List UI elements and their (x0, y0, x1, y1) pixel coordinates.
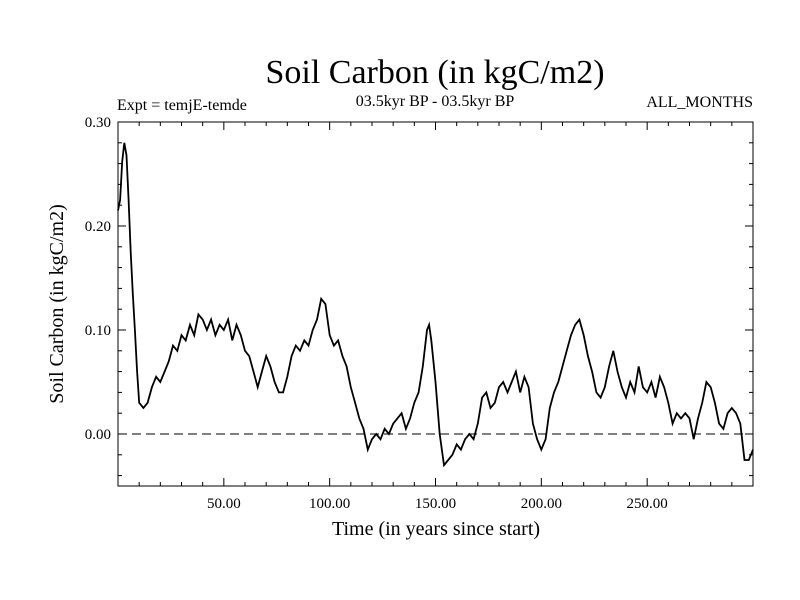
period-label: 03.5kyr BP - 03.5kyr BP (356, 93, 515, 110)
x-tick-label: 250.00 (627, 496, 668, 512)
y-tick-labels: 0.00 0.10 0.20 0.30 (85, 115, 111, 443)
y-tick-label: 0.30 (85, 115, 111, 131)
y-tick-label: 0.20 (85, 219, 111, 235)
y-tick-label: 0.10 (85, 323, 111, 339)
soil-carbon-series-line (117, 142, 754, 468)
chart-title: Soil Carbon (in kgC/m2) (265, 54, 604, 91)
x-tick-label: 50.00 (207, 496, 241, 512)
plot-frame (117, 121, 754, 487)
months-label: ALL_MONTHS (646, 94, 753, 111)
x-tick-label: 100.00 (309, 496, 350, 512)
y-tick-label: 0.00 (85, 427, 111, 443)
x-axis-label: Time (in years since start) (332, 518, 540, 540)
axis-ticks (118, 122, 753, 486)
experiment-label: Expt = temjE-temde (117, 97, 247, 114)
y-axis-label: Soil Carbon (in kgC/m2) (46, 204, 68, 403)
x-tick-labels: 50.00 100.00 150.00 200.00 250.00 (207, 496, 668, 512)
x-tick-label: 150.00 (415, 496, 456, 512)
x-tick-label: 200.00 (521, 496, 562, 512)
